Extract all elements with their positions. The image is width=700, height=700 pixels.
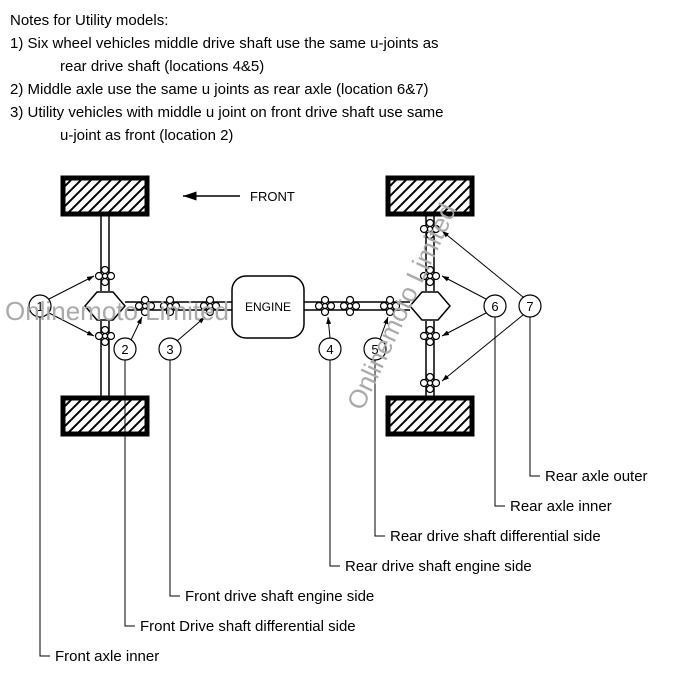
callout-num-2: 2: [121, 342, 128, 357]
callout-num-1: 1: [36, 299, 43, 314]
notes-block: Notes for Utility models: 1) Six wheel v…: [10, 10, 690, 146]
callout-num-3: 3: [166, 342, 173, 357]
notes-item-1b: rear drive shaft (locations 4&5): [10, 56, 690, 77]
callout-label-4: Rear drive shaft engine side: [345, 558, 532, 575]
engine-label: ENGINE: [245, 300, 291, 314]
notes-item-3b: u-joint as front (location 2): [10, 125, 690, 146]
notes-item-1a: 1) Six wheel vehicles middle drive shaft…: [10, 33, 690, 54]
callout-label-3: Front drive shaft engine side: [185, 588, 374, 605]
callout-label-5: Rear drive shaft differential side: [390, 528, 601, 545]
front-label: FRONT: [250, 189, 295, 204]
callout-label-1: Front axle inner: [55, 648, 159, 665]
callout-num-5: 5: [371, 342, 378, 357]
notes-item-2: 2) Middle axle use the same u joints as …: [10, 79, 690, 100]
callout-num-4: 4: [326, 342, 333, 357]
diagram-svg: ENGINE FRONT 1 2 3 4 5 6: [10, 166, 690, 696]
diagram: Onlinemoto Limited Onlinemoto Limited: [10, 166, 690, 696]
callout-label-2: Front Drive shaft differential side: [140, 618, 356, 635]
notes-item-3a: 3) Utility vehicles with middle u joint …: [10, 102, 690, 123]
callout-num-7: 7: [526, 299, 533, 314]
callout-label-6: Rear axle inner: [510, 498, 612, 515]
callout-label-7: Rear axle outer: [545, 468, 648, 485]
notes-title: Notes for Utility models:: [10, 10, 690, 31]
callout-num-6: 6: [491, 299, 498, 314]
